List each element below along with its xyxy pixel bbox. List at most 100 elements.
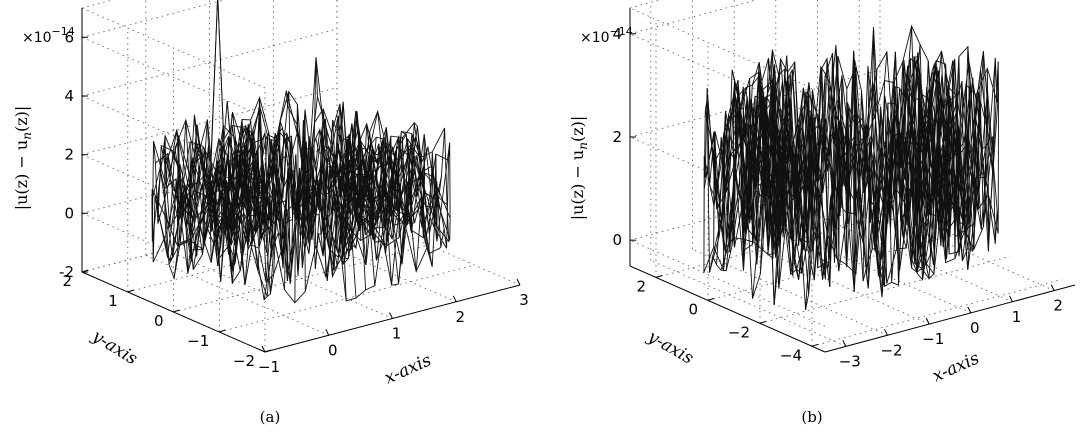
panel-a-surface-radial — [284, 154, 297, 290]
panel-b-x-tick — [967, 306, 972, 314]
panel-b-surface-radial — [795, 68, 826, 203]
panel-a-surface-radial — [334, 149, 410, 213]
panel-b-x-tick — [1009, 295, 1013, 303]
panel-b-x-axis-line — [824, 284, 1076, 353]
panel-a-surface-radial — [345, 126, 446, 205]
panel-a-surface-radial — [193, 114, 268, 214]
panel-a-surface-radial — [273, 155, 294, 252]
panel-a-z-tick-label: -2 — [59, 263, 74, 281]
panel-a-x-tick — [325, 329, 330, 336]
panel-a-surface-radial — [294, 185, 300, 303]
panel-b-x-tick-label: −1 — [922, 330, 944, 348]
panel-a-surface-radial — [317, 173, 357, 299]
panel-a-surface-radial — [331, 159, 401, 286]
panel-a-surface-radial — [323, 201, 376, 286]
panel-b-x-tick — [842, 340, 847, 347]
panel-a-surface-radial — [160, 145, 257, 257]
panel-a-x-tick-label: 0 — [328, 341, 338, 359]
panel-a-surface-radial — [347, 136, 451, 247]
panel-b-surface-radial — [903, 114, 965, 276]
panel-b-ticks: 0 2 4 −3 −2 −1 0 1 2 −4 −2 0 2 — [612, 25, 1063, 371]
panel-b-surface-radial — [752, 149, 806, 299]
panel-b-x-tick-label: 1 — [1012, 308, 1022, 326]
panel-a-surface-radial — [301, 172, 306, 292]
panel-b-x-tick-label: −2 — [880, 341, 902, 359]
panel-b-y-tick — [811, 343, 819, 347]
panel-b-y-tick — [707, 297, 715, 301]
panel-b-x-axis-label: x-axis — [930, 348, 983, 386]
panel-a-surface-radial — [345, 163, 445, 237]
panel-a-caption: (a) — [260, 408, 281, 426]
panel-a-y-tick — [219, 329, 226, 333]
panel-a-z-tick-label: 6 — [64, 28, 74, 46]
panel-b-surface-radial — [893, 100, 943, 271]
panel-b-surface-radial — [744, 106, 803, 265]
panel-a-gridline — [209, 238, 393, 319]
panel-a-surface-radial — [346, 139, 448, 229]
panel-a-surface-radial — [216, 159, 275, 240]
panel-a-y-tick-label: −1 — [187, 332, 209, 350]
panel-a-surface-radial — [344, 126, 442, 248]
panel-b-gridline — [629, 0, 662, 9]
panel-a-surface-radial — [192, 154, 268, 282]
panel-a-surface-radial — [263, 201, 290, 301]
panel-a-surface-radial — [318, 101, 359, 212]
panel-a-z-multiplier: ×10−14 — [22, 25, 75, 46]
panel-a-x-tick — [452, 295, 457, 303]
panel-a-y-tick — [81, 269, 89, 273]
panel-a-x-tick — [516, 278, 521, 286]
panel-b: 0 2 4 −3 −2 −1 0 1 2 −4 −2 0 2 ×10−14 |u(z) − un(z)|… — [568, 0, 1076, 426]
panel-b-surface-radial — [918, 82, 998, 234]
panel-b-surface-radial — [703, 79, 784, 235]
panel-a-surface-radial — [314, 160, 347, 301]
panel-b-surface-radial — [703, 106, 784, 260]
panel-b-y-tick-label: −4 — [780, 346, 802, 364]
panel-b-surface-radial — [918, 57, 996, 199]
panel-a-y-axis-label: y-axis — [88, 326, 141, 370]
panel-b-surface-radial — [889, 60, 935, 216]
panel-a-y-tick-label: 2 — [62, 272, 72, 290]
panel-a-surface-radial — [344, 155, 442, 255]
panel-a-x-tick — [261, 345, 266, 353]
panel-a-z-tick-label: 0 — [64, 204, 74, 222]
panel-b-surface-radial — [845, 106, 850, 268]
panel-a-y-tick — [264, 349, 272, 353]
panel-b-surface-radial — [915, 60, 991, 207]
panel-a-z-tick-label: 4 — [64, 87, 74, 105]
panel-b-gridline — [629, 0, 758, 35]
panel-b-surface-radial — [911, 77, 982, 230]
panel-b-surface-radial — [889, 139, 934, 282]
panel-a-surface-radial — [308, 177, 327, 278]
panel-b-y-tick-label: 0 — [688, 300, 698, 318]
panel-b-surface-radial — [716, 82, 789, 253]
panel-b-gridline — [811, 278, 1063, 347]
panel-b-surface-radial — [918, 91, 996, 244]
panel-b-z-multiplier: ×10−14 — [580, 25, 633, 46]
panel-b-surface-radial — [913, 45, 987, 237]
panel-b-surface-radial — [853, 109, 857, 293]
panel-a-y-tick-label: 0 — [154, 312, 164, 330]
panel-b-surface-radial — [759, 102, 810, 276]
panel-b-surface-radial — [835, 119, 845, 272]
panel-a-x-tick-label: −1 — [258, 358, 280, 376]
panel-a-surface-radial — [151, 135, 255, 218]
panel-a-surface-radial — [208, 162, 273, 285]
panel-a-x-tick-label: 2 — [456, 308, 466, 326]
panel-a-surface-radial — [341, 167, 433, 267]
panel-b-surface-radial — [704, 76, 784, 238]
panel-b-surface-radial — [725, 116, 794, 277]
panel-a-y-tick — [127, 289, 134, 293]
panel-a-gridline — [145, 254, 329, 336]
panel-b-surface-radial — [825, 111, 840, 264]
panel-b-gridline — [707, 233, 959, 301]
panel-a-surface-radial — [340, 123, 429, 229]
panel-b-x-tick — [1050, 284, 1055, 291]
panel-b-y-axis-line — [629, 265, 826, 353]
panel-b-surface-radial — [768, 97, 814, 306]
panel-a-gridline — [81, 7, 266, 89]
panel-b-y-tick-label: −2 — [728, 323, 750, 341]
panel-a-surface-radial — [347, 134, 451, 242]
panel-b-x-tick-label: 2 — [1053, 297, 1063, 315]
